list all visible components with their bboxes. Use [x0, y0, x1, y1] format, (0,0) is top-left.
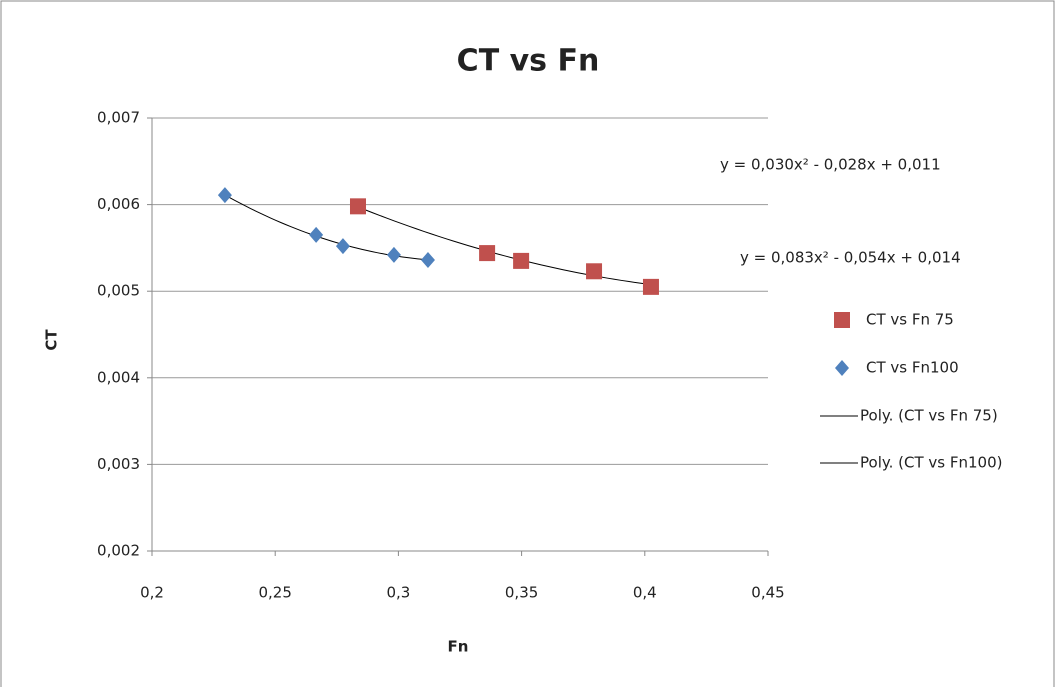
x-tick-label: 0,45: [751, 584, 784, 602]
y-tick-label: 0,002: [97, 542, 140, 560]
legend-marker: [835, 360, 849, 376]
data-point: [642, 278, 659, 295]
y-axis-title: CT: [43, 329, 61, 351]
legend-label: Poly. (CT vs Fn 75): [860, 407, 998, 425]
chart-title: CT vs Fn: [457, 44, 600, 79]
data-point: [386, 246, 401, 263]
equation: y = 0,030x² - 0,028x + 0,011: [720, 156, 941, 174]
y-tick-label: 0,006: [97, 195, 140, 213]
y-tick-label: 0,007: [97, 109, 140, 127]
x-tick-label: 0,25: [258, 584, 291, 602]
data-point: [217, 187, 232, 204]
y-tick-label: 0,003: [97, 455, 140, 473]
legend-marker: [834, 312, 850, 328]
data-point: [309, 226, 324, 243]
legend-label: CT vs Fn100: [866, 359, 959, 377]
legend-label: Poly. (CT vs Fn100): [860, 454, 1002, 472]
x-tick-label: 0,3: [386, 584, 410, 602]
x-tick-label: 0,4: [633, 584, 657, 602]
equation: y = 0,083x² - 0,054x + 0,014: [740, 249, 961, 267]
y-tick-label: 0,005: [97, 282, 140, 300]
x-tick-label: 0,2: [140, 584, 164, 602]
data-point: [335, 238, 350, 255]
data-point: [420, 252, 435, 269]
data-point: [513, 252, 530, 269]
data-point: [349, 198, 366, 215]
data-point: [479, 245, 496, 262]
trendline: [357, 206, 652, 286]
x-tick-label: 0,35: [505, 584, 538, 602]
y-tick-label: 0,004: [97, 368, 140, 386]
data-point: [586, 263, 603, 280]
x-axis-title: Fn: [448, 638, 469, 656]
legend-label: CT vs Fn 75: [866, 311, 954, 329]
